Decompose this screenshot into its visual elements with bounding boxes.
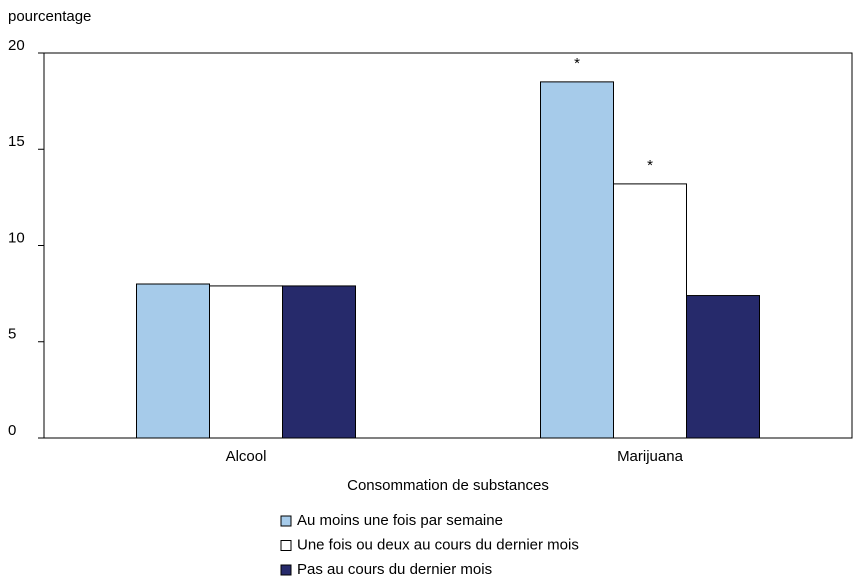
bar xyxy=(540,81,614,439)
x-tick-label: Marijuana xyxy=(617,448,684,465)
legend-swatch xyxy=(280,540,292,551)
legend-swatch xyxy=(280,564,292,576)
bar xyxy=(209,285,283,439)
legend-swatch xyxy=(280,515,292,527)
annotation: * xyxy=(647,157,653,174)
y-tick-label: 20 xyxy=(8,37,25,54)
legend-label: Une fois ou deux au cours du dernier moi… xyxy=(297,536,579,553)
y-tick-label: 10 xyxy=(8,229,25,246)
x-axis-label: Consommation de substances xyxy=(347,477,549,494)
legend-label: Au moins une fois par semaine xyxy=(297,512,503,529)
y-axis-label: pourcentage xyxy=(8,8,91,25)
x-tick-label: Alcool xyxy=(226,448,267,465)
y-tick-label: 5 xyxy=(8,326,16,343)
bar xyxy=(282,285,356,439)
annotation: * xyxy=(574,55,580,72)
y-tick-label: 15 xyxy=(8,133,25,150)
bar xyxy=(613,183,687,439)
y-tick-label: 0 xyxy=(8,422,16,439)
bar xyxy=(136,283,210,439)
legend-label: Pas au cours du dernier mois xyxy=(297,561,492,578)
bar xyxy=(686,295,760,439)
